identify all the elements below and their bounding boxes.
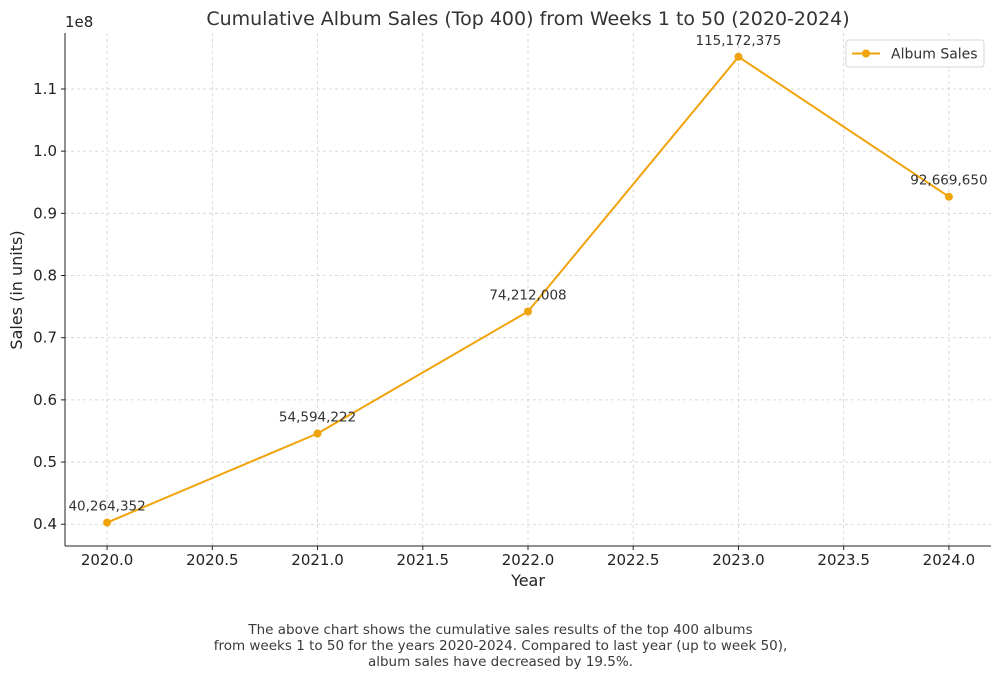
y-axis-offset-label: 1e8 xyxy=(65,13,93,31)
caption-line: from weeks 1 to 50 for the years 2020-20… xyxy=(213,638,788,654)
x-tick-label: 2020.5 xyxy=(186,551,239,569)
x-axis-label: Year xyxy=(510,571,545,590)
data-label: 74,212,008 xyxy=(489,287,566,303)
y-tick-label: 0.4 xyxy=(33,515,57,533)
y-tick-label: 0.5 xyxy=(33,453,57,471)
y-tick-label: 0.8 xyxy=(33,267,57,285)
x-tick-label: 2022.0 xyxy=(502,551,555,569)
data-point xyxy=(944,192,953,201)
legend-marker xyxy=(862,49,870,58)
caption-line: album sales have decreased by 19.5%. xyxy=(367,654,634,670)
y-axis-label: Sales (in units) xyxy=(7,230,26,349)
caption-line: The above chart shows the cumulative sal… xyxy=(248,622,753,638)
data-label: 40,264,352 xyxy=(68,499,145,515)
series-layer xyxy=(103,52,953,527)
grid xyxy=(65,33,991,546)
x-tick-label: 2024.0 xyxy=(923,551,976,569)
y-tick-label: 0.6 xyxy=(33,391,57,409)
legend-box xyxy=(845,39,985,68)
x-tick-label: 2022.5 xyxy=(607,551,660,569)
legend-label: Album Sales xyxy=(891,47,978,63)
legend: Album Sales xyxy=(845,39,985,68)
y-tick-label: 0.7 xyxy=(33,329,57,347)
x-tick-label: 2021.0 xyxy=(291,551,344,569)
chart-title: Cumulative Album Sales (Top 400) from We… xyxy=(206,8,849,30)
data-labels: 40,264,352 54,594,222 74,212,008 115,172,37… xyxy=(68,33,987,515)
data-point xyxy=(103,518,112,527)
y-tick-label: 1.1 xyxy=(33,80,57,98)
data-point xyxy=(313,429,322,438)
data-point xyxy=(734,52,743,61)
x-tick-label: 2023.5 xyxy=(817,551,870,569)
data-label: 54,594,222 xyxy=(279,409,356,425)
x-tick-label: 2023.0 xyxy=(712,551,765,569)
axes: 2020.0 2020.5 2021.0 2021.5 2022.0 2022.5 2023… xyxy=(33,33,991,569)
y-tick-label: 1.0 xyxy=(33,142,57,160)
y-tick-label: 0.9 xyxy=(33,204,57,222)
data-label: 92,669,650 xyxy=(910,173,987,189)
chart-caption: The above chart shows the cumulative sal… xyxy=(0,622,1001,670)
x-tick-label: 2021.5 xyxy=(397,551,450,569)
x-tick-label: 2020.0 xyxy=(81,551,134,569)
data-label: 115,172,375 xyxy=(696,33,782,49)
data-point xyxy=(524,307,532,316)
